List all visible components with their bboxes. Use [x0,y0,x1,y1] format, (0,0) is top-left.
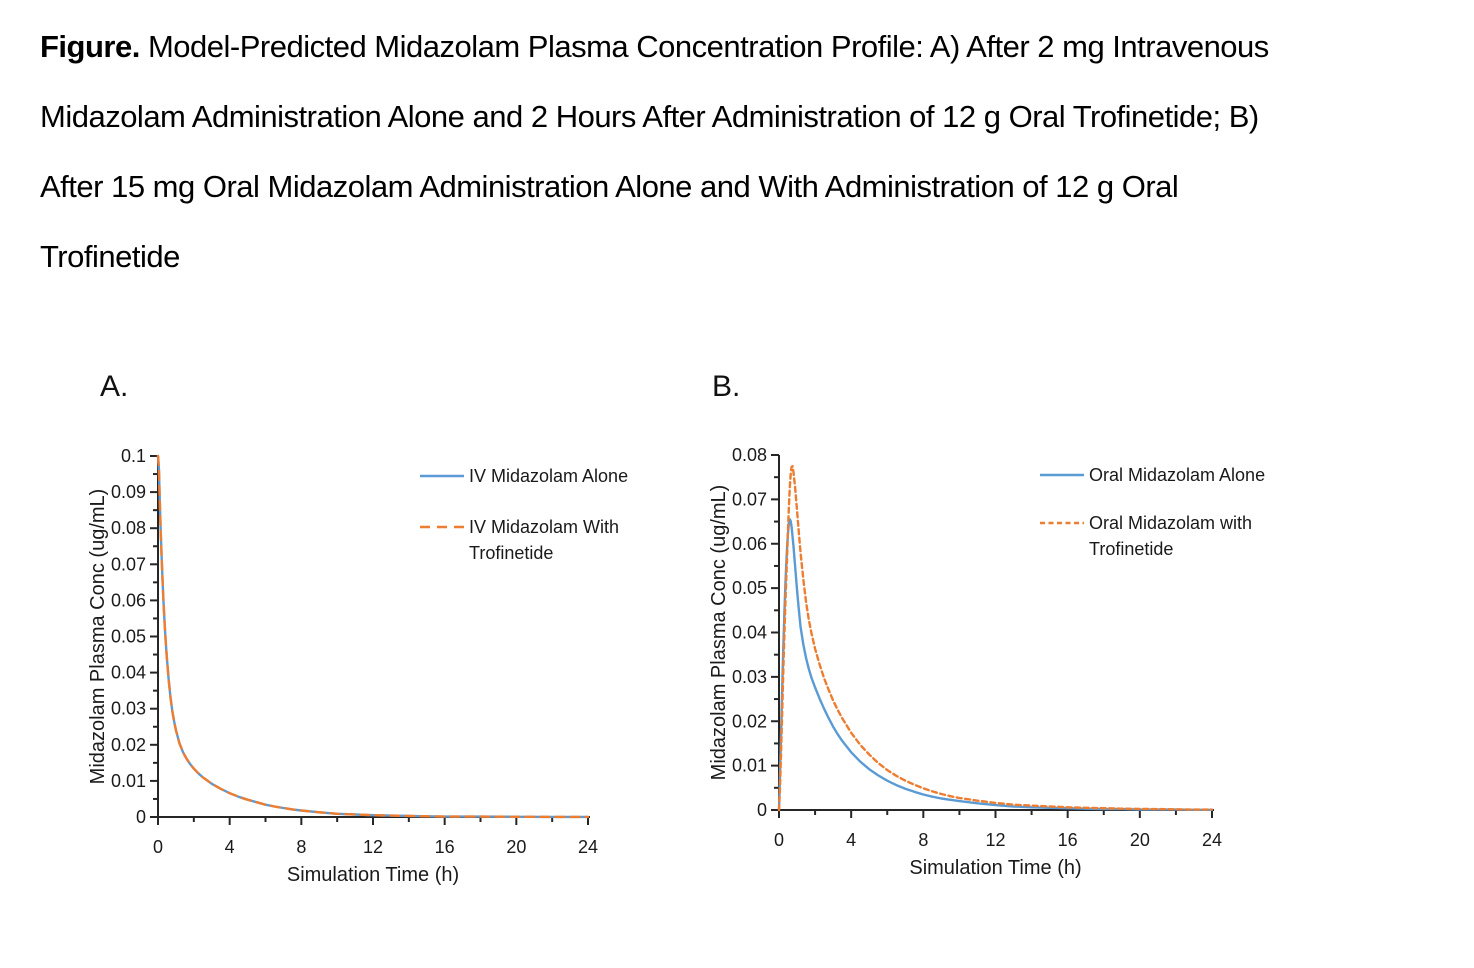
y-tick-label: 0.04 [111,663,146,683]
y-tick-label: 0.08 [732,445,767,465]
y-tick-label: 0.01 [111,771,146,791]
panel-label-a: A. [100,370,129,403]
x-tick-label: 0 [153,837,163,857]
x-tick-label: 8 [918,830,928,850]
legend-label: Oral Midazolam Alone [1089,465,1265,485]
series-line-alone [777,518,1214,812]
x-tick-label: 0 [774,830,784,850]
legend-label: IV Midazolam Alone [469,466,628,486]
y-tick-label: 0 [136,807,146,827]
caption-line-3: After 15 mg Oral Midazolam Administratio… [40,169,1179,204]
y-axis-title: Midazolam Plasma Conc (ug/mL) [708,485,730,781]
x-tick-label: 16 [435,837,455,857]
y-tick-label: 0.09 [111,482,146,502]
y-tick-label: 0.07 [111,554,146,574]
caption-line-2: Midazolam Administration Alone and 2 Hou… [40,99,1259,134]
y-tick-label: 0.03 [732,667,767,687]
caption-bold-prefix: Figure. [40,29,140,64]
figure-caption: Figure. Model-Predicted Midazolam Plasma… [40,12,1460,292]
y-tick-label: 0.06 [732,534,767,554]
x-tick-label: 12 [985,830,1005,850]
series-line-with-trofinetide [156,454,590,819]
y-tick-label: 0.01 [732,756,767,776]
legend-label: IV Midazolam With [469,517,619,537]
x-tick-label: 16 [1058,830,1078,850]
legend-label: Trofinetide [1089,539,1173,559]
x-tick-label: 20 [506,837,526,857]
y-axis-title: Midazolam Plasma Conc (ug/mL) [87,489,109,785]
panel-label-b: B. [712,370,741,403]
caption-line-1: Figure. Model-Predicted Midazolam Plasma… [40,12,1460,82]
chart-b: 0 0.01 0.02 0.03 0.04 0.05 0.06 0.07 0.08 0 4 8 12 16… [708,445,1265,879]
y-tick-label: 0.07 [732,489,767,509]
x-tick-label: 24 [578,837,598,857]
y-tick-label: 0.02 [732,711,767,731]
caption-line-1-text: Model-Predicted Midazolam Plasma Concent… [147,29,1269,64]
x-tick-label: 20 [1130,830,1150,850]
series-line-alone [156,454,590,819]
legend-label: Oral Midazolam with [1089,513,1252,533]
x-axis-title: Simulation Time (h) [287,864,459,886]
y-tick-label: 0.03 [111,699,146,719]
y-tick-label: 0.04 [732,623,767,643]
y-tick-label: 0.08 [111,518,146,538]
y-tick-label: 0.1 [121,446,146,466]
x-tick-label: 4 [846,830,856,850]
y-tick-label: 0.02 [111,735,146,755]
legend-label: Trofinetide [469,543,553,563]
caption-line-4: Trofinetide [40,239,180,274]
series-line-with-trofinetide [777,464,1214,812]
x-tick-label: 4 [225,837,235,857]
x-tick-label: 24 [1202,830,1222,850]
chart-a: 0 0.01 0.02 0.03 0.04 0.05 0.06 0.07 0.08 0.09 0.1… [87,446,628,886]
y-tick-label: 0.05 [732,578,767,598]
x-axis-title: Simulation Time (h) [909,857,1081,879]
x-tick-label: 8 [296,837,306,857]
y-tick-label: 0.05 [111,627,146,647]
x-tick-label: 12 [363,837,383,857]
y-tick-label: 0 [757,800,767,820]
y-tick-label: 0.06 [111,590,146,610]
